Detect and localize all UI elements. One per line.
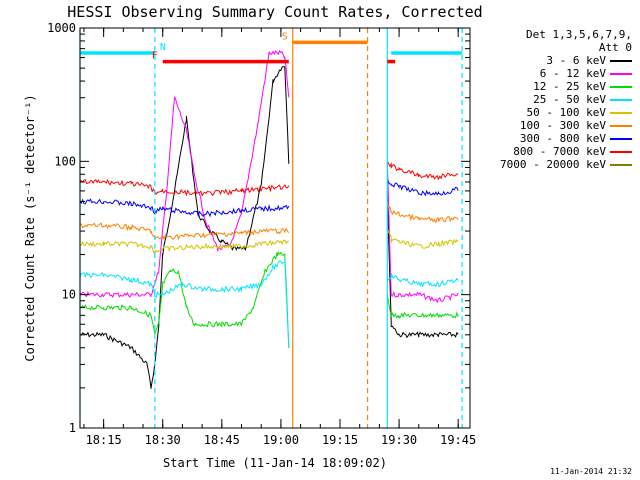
y-tick-label: 10 [62,288,76,302]
series-line-300-800-kev [79,178,459,218]
flag-label: S [282,31,288,42]
x-tick-label: 19:00 [263,433,299,447]
legend-entry-100-300-kev: 100 - 300 keV [480,119,632,132]
y-tick-label: 100 [54,154,76,168]
series-line-50-100-kev [79,228,459,255]
legend-entries: 3 - 6 keV 6 - 12 keV 12 - 25 keV 25 - 50 ke… [480,54,632,171]
chart-title: HESSI Observing Summary Count Rates, Cor… [67,3,482,21]
legend-entry-label: 300 - 800 keV [519,132,606,145]
legend-entry-label: 100 - 300 keV [519,119,606,132]
legend-entry-50-100-kev: 50 - 100 keV [480,106,632,119]
event-lines-layer [79,28,463,428]
legend-swatch [610,98,632,101]
legend-entry-label: 3 - 6 keV [546,54,606,67]
x-axis-label: Start Time (11-Jan-14 18:09:02) [163,456,387,470]
y-tick-label: 1000 [47,21,76,35]
series-layer [79,49,459,389]
legend-header-line: Det 1,3,5,6,7,9, [526,28,632,41]
flag-label: F [152,51,158,62]
axis-layer: 18:15 18:30 18:45 19:00 19:15 19:30 19:45 1 10 10… [47,21,476,447]
series-line-100-300-kev [79,201,459,240]
x-tick-label: 18:45 [204,433,240,447]
x-tick-label: 18:30 [145,433,181,447]
legend-entry-label: 25 - 50 keV [533,93,606,106]
y-axis-label: Corrected Count Rate (s⁻¹ detector⁻¹) [23,94,37,361]
series-line-800-7000-kev [79,160,459,197]
flag-bars-layer: NF S [80,31,463,64]
x-tick-label: 18:15 [86,433,122,447]
legend-swatch [610,137,632,140]
legend-swatch [610,85,632,88]
legend-entry-label: 12 - 25 keV [533,80,606,93]
legend-entry-label: 50 - 100 keV [526,106,606,119]
legend-entry-25-50-kev: 25 - 50 keV [480,93,632,106]
series-line-12-25-kev [79,251,459,348]
legend-swatch [610,72,632,75]
series-line-6-12-kev [79,49,459,304]
legend-swatch [610,150,632,153]
series-line-3-6-kev [79,66,459,389]
footer-timestamp: 11-Jan-2014 21:32 [550,467,632,476]
legend: Det 1,3,5,6,7,9, Att 0 3 - 6 keV 6 - 12 k… [480,28,632,171]
plot-frame [79,27,471,429]
legend-swatch [610,124,632,127]
series-line-25-50-kev [79,259,459,347]
legend-entry-label: 800 - 7000 keV [513,145,606,158]
x-tick-label: 19:15 [322,433,358,447]
legend-entry-800-7000-kev: 800 - 7000 keV [480,145,632,158]
y-tick-label: 1 [69,421,76,435]
x-tick-label: 19:45 [440,433,476,447]
legend-entry-3-6-kev: 3 - 6 keV [480,54,632,67]
x-tick-label: 19:30 [381,433,417,447]
legend-entry-label: 7000 - 20000 keV [500,158,606,171]
legend-entry-300-800-kev: 300 - 800 keV [480,132,632,145]
legend-entry-label: 6 - 12 keV [539,67,606,80]
flag-label: N [160,42,166,53]
legend-swatch [610,59,632,62]
legend-entry-6-12-kev: 6 - 12 keV [480,67,632,80]
legend-header-line: Att 0 [598,41,632,54]
legend-entry-7000-20000-kev: 7000 - 20000 keV [480,158,632,171]
legend-entry-12-25-kev: 12 - 25 keV [480,80,632,93]
legend-swatch [610,111,632,114]
legend-swatch [610,163,632,166]
